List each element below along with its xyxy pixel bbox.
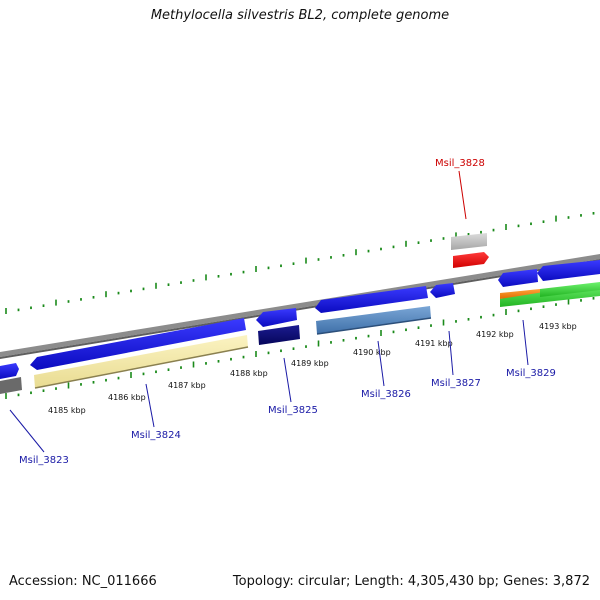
- gene-leader-line: [283, 357, 292, 403]
- gene-leader-line: [448, 330, 454, 376]
- gene-label[interactable]: Msil_3826: [361, 389, 411, 400]
- scale-label: 4188 kbp: [230, 369, 268, 378]
- feature-msil-3823-grey: [0, 377, 22, 394]
- scale-label: 4186 kbp: [108, 393, 146, 402]
- feature-msil-3824-yellow: [34, 335, 248, 388]
- gene-leader-line: [458, 170, 467, 220]
- gene-label[interactable]: Msil_3828: [435, 158, 485, 169]
- cds-msil-3826-forward: [315, 286, 428, 313]
- feature-msil-3829-orange: [500, 289, 540, 299]
- gene-leader-line: [9, 409, 45, 453]
- gene-labels: Msil_3823 Msil_3824 Msil_3825 Msil_3826 Msil…: [19, 158, 556, 466]
- scale-label: 4187 kbp: [168, 381, 206, 390]
- cds-msil-3828-grey: [451, 233, 487, 250]
- gene-label[interactable]: Msil_3827: [431, 378, 481, 389]
- cds-msil-3828-red: [453, 252, 489, 268]
- cds-msil-3830-forward: [537, 260, 600, 281]
- genome-title: Methylocella silvestris BL2, complete ge…: [150, 8, 450, 23]
- scale-label: 4189 kbp: [291, 359, 329, 368]
- cds-msil-3827-forward: [430, 283, 455, 298]
- gene-label[interactable]: Msil_3829: [506, 368, 556, 379]
- feature-msil-3826-steel-edge: [316, 317, 432, 335]
- gene-label[interactable]: Msil_3823: [19, 455, 69, 466]
- feature-msil-3826-steel: [316, 306, 431, 334]
- scale-label: 4190 kbp: [353, 348, 391, 357]
- gene-leader-line: [522, 319, 529, 366]
- scale-label: 4191 kbp: [415, 339, 453, 348]
- feature-msil-3824-yellow-edge: [34, 346, 249, 389]
- inner-tick-ring: [5, 296, 595, 399]
- cds-msil-3823-forward: [0, 363, 19, 379]
- topology-summary: Topology: circular; Length: 4,305,430 bp…: [232, 574, 590, 589]
- scale-labels: 4185 kbp 4186 kbp 4187 kbp 4188 kbp 4189 kbp…: [48, 322, 577, 415]
- outer-tick-ring: [5, 211, 595, 314]
- genome-backbone: [0, 254, 600, 357]
- gene-label-leaders: [9, 170, 529, 453]
- gene-leader-line: [145, 383, 155, 428]
- feature-msil-3830-green: [540, 282, 600, 297]
- cds-msil-3824-forward: [30, 318, 246, 370]
- cds-msil-3829-forward: [498, 269, 538, 287]
- scale-label: 4185 kbp: [48, 406, 86, 415]
- scale-label: 4192 kbp: [476, 330, 514, 339]
- gene-label[interactable]: Msil_3825: [268, 405, 318, 416]
- feature-msil-3825-navy: [258, 325, 300, 345]
- scale-label: 4193 kbp: [539, 322, 577, 331]
- cds-msil-3825-forward: [256, 308, 297, 327]
- accession-text: Accession: NC_011666: [9, 574, 157, 589]
- gene-label[interactable]: Msil_3824: [131, 430, 181, 441]
- gene-leader-line: [377, 340, 385, 387]
